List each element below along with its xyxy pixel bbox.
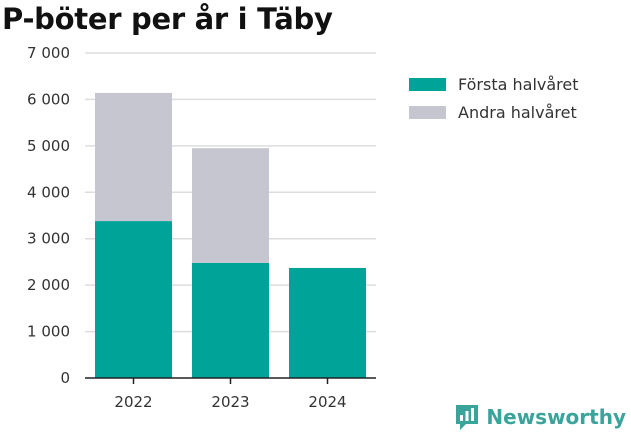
- legend-swatch-first-half: [409, 77, 446, 91]
- bar-2023-second-half: [192, 148, 269, 263]
- bar-2023-first-half: [192, 262, 269, 378]
- legend: Första halvåret Andra halvåret: [409, 70, 579, 126]
- newsworthy-brand[interactable]: Newsworthy: [454, 403, 626, 431]
- y-tick-label: 6 000: [27, 90, 70, 108]
- x-tick-label: 2022: [114, 393, 152, 411]
- x-axis-ticks: 2022 2023 2024: [114, 378, 347, 411]
- legend-item-first-half: Första halvåret: [409, 70, 579, 98]
- y-tick-label: 7 000: [27, 44, 70, 62]
- y-tick-label: 3 000: [27, 230, 70, 248]
- newsworthy-logo-icon: [456, 405, 479, 430]
- y-tick-label: 0: [60, 369, 70, 387]
- legend-swatch-second-half: [409, 105, 446, 119]
- x-tick-label: 2023: [211, 393, 249, 411]
- legend-item-second-half: Andra halvåret: [409, 98, 579, 126]
- legend-label-first-half: Första halvåret: [458, 74, 579, 94]
- bar-2022-first-half: [95, 221, 172, 378]
- newsworthy-brand-name: Newsworthy: [486, 405, 626, 429]
- bar-2022-second-half: [95, 92, 172, 222]
- y-tick-label: 4 000: [27, 183, 70, 201]
- bars: [95, 92, 366, 378]
- y-tick-label: 1 000: [27, 323, 70, 341]
- legend-label-second-half: Andra halvåret: [458, 102, 577, 122]
- y-axis-ticks: 0 1 000 2 000 3 000 4 000 5 000 6 000 7 000: [27, 44, 70, 387]
- y-tick-label: 5 000: [27, 137, 70, 155]
- bar-2024-first-half: [289, 267, 366, 378]
- y-tick-label: 2 000: [27, 276, 70, 294]
- chart-title: P-böter per år i Täby: [2, 2, 333, 36]
- x-tick-label: 2024: [308, 393, 346, 411]
